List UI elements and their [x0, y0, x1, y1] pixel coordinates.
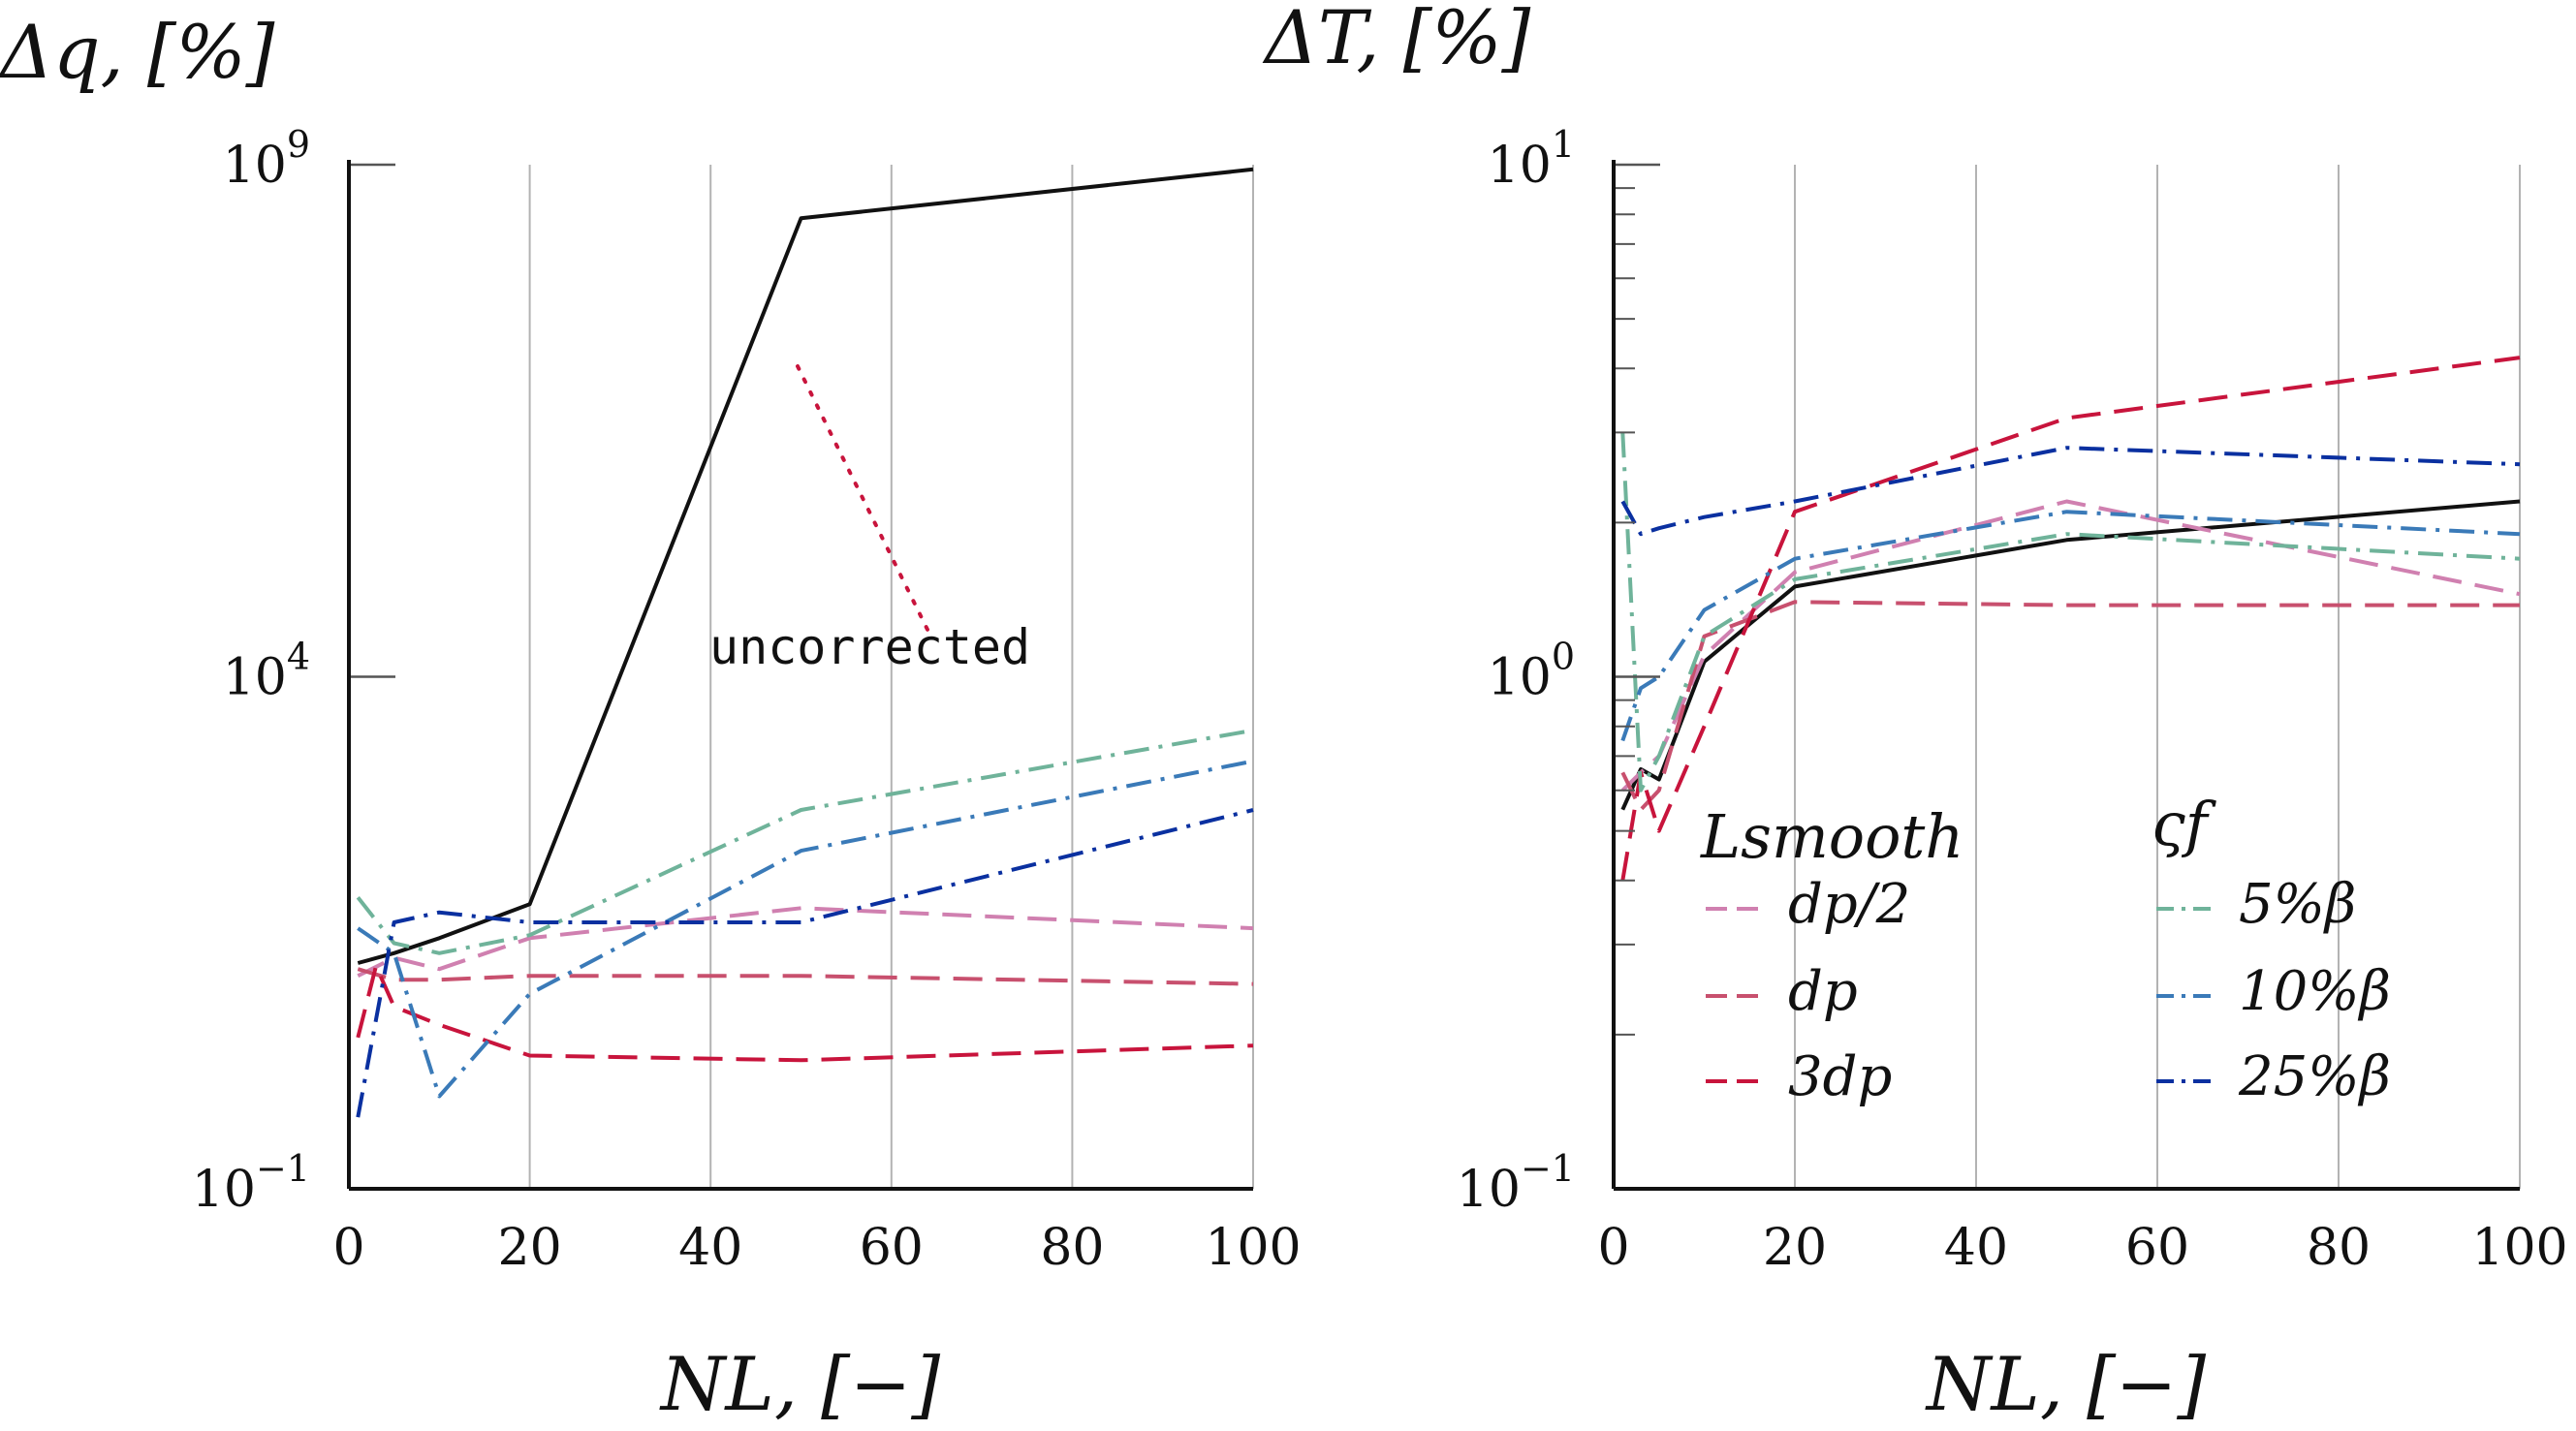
y-tick-label: 109 — [223, 123, 310, 195]
series-line-dp-2 — [1620, 499, 2521, 793]
y-axis-label-text: ΔT, [%] — [1262, 0, 1531, 80]
legend-label-group2-1: 10%β — [2239, 960, 2391, 1023]
y-axis-label-text: Δq, [%] — [0, 9, 275, 95]
legend-title-sigma-f: ςf — [2152, 789, 2217, 859]
chart-right-dt: ΔT, [%] 10−1 100 101 0 20 40 60 80 100 NL, [−] L… — [1262, 0, 2568, 1427]
x-tick-label: 40 — [678, 1219, 742, 1277]
legend-label-group1-2: 3dp — [1788, 1045, 1892, 1108]
x-grid-lines — [1794, 165, 2521, 1189]
x-axis-label-left: NL, [−] — [659, 1341, 941, 1427]
chart-left-dq: Δq, [%] 10−1 104 109 0 20 40 60 80 100 NL, [−] u… — [0, 9, 1302, 1427]
y-axis-label-dq: Δq, [%] — [0, 9, 275, 95]
x-grid-lines — [528, 165, 1254, 1189]
annotation-uncorrected: uncorrected — [709, 364, 1030, 675]
annotation-text: uncorrected — [709, 619, 1030, 675]
x-tick-label: 20 — [1763, 1219, 1827, 1277]
x-tick-label: 80 — [1040, 1219, 1104, 1277]
y-axis-label-dt: ΔT, [%] — [1262, 0, 1531, 80]
tick-labels: 10−1 100 101 0 20 40 60 80 100 — [1457, 123, 2568, 1277]
series-line-5- — [356, 728, 1254, 955]
x-tick-label: 0 — [332, 1219, 364, 1277]
series-line-dp — [357, 967, 1254, 986]
x-axis-label-right: NL, [−] — [1925, 1341, 2207, 1427]
legend-label-group1-1: dp — [1788, 960, 1858, 1023]
series-group — [356, 167, 1254, 1118]
series-line-3dp — [356, 964, 1254, 1063]
series-line-dp — [1620, 600, 2520, 812]
series-line-10- — [357, 759, 1254, 1099]
x-tick-label: 40 — [1944, 1219, 2008, 1277]
series-line-uncorrected — [1620, 499, 2521, 811]
x-tick-label: 60 — [2125, 1219, 2189, 1277]
axes — [1612, 160, 2520, 1191]
series-group — [1620, 356, 2521, 882]
series-line-dp-2 — [357, 906, 1254, 978]
x-tick-label: 100 — [2471, 1219, 2567, 1277]
y-tick-label: 104 — [223, 636, 310, 707]
tick-labels: 10−1 104 109 0 20 40 60 80 100 — [192, 123, 1302, 1277]
series-line-5- — [1620, 432, 2521, 793]
axes — [347, 160, 1253, 1191]
series-line-25- — [1620, 446, 2521, 537]
x-tick-label: 20 — [498, 1219, 562, 1277]
legend-label-group2-2: 25%β — [2238, 1045, 2391, 1108]
x-tick-label: 100 — [1205, 1219, 1301, 1277]
legend-title-lsmooth: Lsmooth — [1700, 801, 1963, 872]
x-tick-label: 80 — [2307, 1219, 2371, 1277]
legend: Lsmooth ςf dp/2 dp 3dp 5%β 10%β 25%β — [1700, 789, 2391, 1108]
annotation-pointer — [796, 364, 934, 641]
y-tick-label: 10−1 — [1457, 1147, 1575, 1219]
y-tick-label: 100 — [1488, 636, 1575, 707]
series-line-10- — [1620, 510, 2521, 742]
x-tick-label: 60 — [860, 1219, 924, 1277]
y-tick-label: 101 — [1488, 123, 1575, 195]
legend-label-group1-0: dp/2 — [1788, 873, 1910, 936]
y-tick-label: 10−1 — [192, 1147, 310, 1219]
series-line-25- — [356, 808, 1254, 1118]
legend-label-group2-0: 5%β — [2239, 873, 2356, 936]
x-tick-label: 0 — [1597, 1219, 1629, 1277]
